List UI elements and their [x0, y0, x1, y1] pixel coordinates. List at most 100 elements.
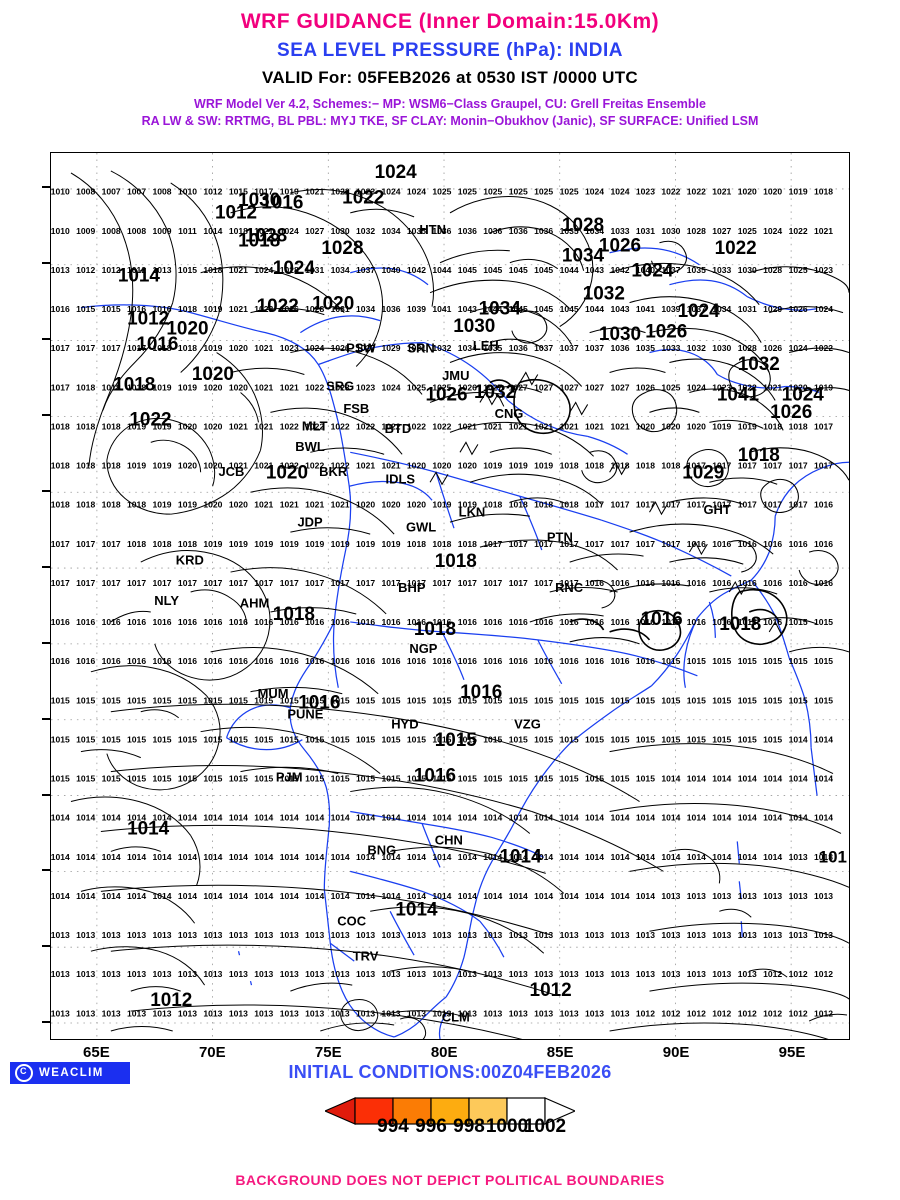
gridpoint-value: 1018 — [102, 461, 121, 471]
gridpoint-value: 1014 — [610, 891, 629, 901]
gridpoint-value: 1027 — [483, 382, 502, 392]
gridpoint-value: 1017 — [661, 500, 680, 510]
latitude-tick-mark — [42, 945, 50, 947]
gridpoint-value: 1022 — [331, 421, 350, 431]
gridpoint-value: 1013 — [636, 969, 655, 979]
gridpoint-value: 1035 — [407, 226, 426, 236]
gridpoint-value: 1017 — [560, 539, 579, 549]
station-label: GWL — [406, 520, 436, 535]
gridpoint-value: 1017 — [152, 578, 171, 588]
gridpoint-value: 1023 — [356, 382, 375, 392]
gridpoint-value: 1030 — [661, 226, 680, 236]
gridpoint-value: 1018 — [560, 461, 579, 471]
gridpoint-value: 1022 — [814, 343, 833, 353]
gridpoint-value: 1014 — [585, 813, 604, 823]
gridpoint-value: 1014 — [331, 813, 350, 823]
gridpoint-value: 1015 — [102, 695, 121, 705]
gridpoint-value: 1015 — [763, 656, 782, 666]
gridpoint-value: 1013 — [305, 930, 324, 940]
gridpoint-value: 1015 — [254, 734, 273, 744]
gridpoint-value: 1014 — [763, 774, 782, 784]
gridpoint-value: 1014 — [331, 852, 350, 862]
gridpoint-value: 1015 — [814, 656, 833, 666]
gridpoint-value: 1015 — [203, 774, 222, 784]
gridpoint-value: 1044 — [585, 304, 604, 314]
gridpoint-value: 1019 — [127, 421, 146, 431]
gridpoint-value: 1015 — [229, 734, 248, 744]
gridpoint-value: 1026 — [789, 304, 808, 314]
gridpoint-value: 1037 — [661, 265, 680, 275]
gridpoint-value: 1018 — [509, 500, 528, 510]
gridpoint-value: 1015 — [636, 734, 655, 744]
gridpoint-value: 1015 — [381, 695, 400, 705]
gridpoint-value: 1039 — [661, 304, 680, 314]
gridpoint-value: 1022 — [305, 382, 324, 392]
gridpoint-value: 1016 — [331, 617, 350, 627]
gridpoint-value: 1015 — [712, 734, 731, 744]
gridpoint-value: 1017 — [331, 578, 350, 588]
gridpoint-value: 1021 — [763, 382, 782, 392]
gridpoint-value: 1016 — [280, 656, 299, 666]
gridpoint-value: 1014 — [178, 891, 197, 901]
isobar-label: 1024 — [375, 162, 418, 183]
latitude-tick-mark — [42, 262, 50, 264]
gridpoint-value: 1021 — [305, 187, 324, 197]
gridpoint-value: 1015 — [585, 734, 604, 744]
gridpoint-value: 1025 — [534, 187, 553, 197]
isobar-label: 1028 — [321, 238, 363, 259]
gridpoint-value: 1020 — [789, 382, 808, 392]
gridpoint-value: 1018 — [661, 461, 680, 471]
gridpoint-value: 1022 — [381, 421, 400, 431]
disclaimer-footer: BACKGROUND DOES NOT DEPICT POLITICAL BOU… — [0, 1172, 900, 1188]
gridpoint-value: 1025 — [407, 382, 426, 392]
gridpoint-value: 1015 — [534, 695, 553, 705]
gridpoint-value: 1021 — [254, 500, 273, 510]
gridpoint-value: 1017 — [712, 461, 731, 471]
gridpoint-value: 1008 — [102, 226, 121, 236]
gridpoint-value: 1014 — [280, 813, 299, 823]
gridpoint-value: 1016 — [407, 617, 426, 627]
gridpoint-value: 1013 — [610, 969, 629, 979]
gridpoint-value: 1019 — [509, 461, 528, 471]
gridpoint-value: 1016 — [305, 656, 324, 666]
gridpoint-value: 1016 — [560, 617, 579, 627]
gridpoint-value: 1016 — [127, 617, 146, 627]
gridpoint-value: 1036 — [509, 226, 528, 236]
gridpoint-value: 1014 — [789, 813, 808, 823]
gridpoint-value: 1013 — [712, 969, 731, 979]
gridpoint-value: 1030 — [738, 265, 757, 275]
gridpoint-value: 1019 — [152, 500, 171, 510]
gridpoint-value: 1013 — [381, 969, 400, 979]
gridpoint-value: 1024 — [763, 226, 782, 236]
gridpoint-value: 1013 — [610, 930, 629, 940]
gridpoint-value: 1013 — [814, 852, 833, 862]
gridpoint-value: 1018 — [51, 461, 70, 471]
gridpoint-value: 1014 — [51, 813, 70, 823]
gridpoint-value: 1014 — [102, 891, 121, 901]
gridpoint-value: 1014 — [305, 813, 324, 823]
gridpoint-value: 1017 — [738, 500, 757, 510]
gridpoint-value: 1021 — [331, 500, 350, 510]
map-plot-area[interactable]: 1012101610141012101610181022102410241028… — [50, 152, 850, 1040]
gridpoint-value: 1034 — [356, 304, 375, 314]
gridpoint-value: 1013 — [687, 969, 706, 979]
gridpoint-value: 1027 — [534, 382, 553, 392]
gridpoint-value: 1034 — [331, 265, 350, 275]
gridpoint-value: 1016 — [789, 539, 808, 549]
gridpoint-value: 1014 — [102, 852, 121, 862]
gridpoint-value: 1018 — [76, 461, 95, 471]
gridpoint-value: 1020 — [432, 461, 451, 471]
gridpoint-value: 1014 — [636, 813, 655, 823]
gridpoint-value: 1017 — [305, 578, 324, 588]
gridpoint-value: 1040 — [636, 265, 655, 275]
gridpoint-value: 1029 — [763, 304, 782, 314]
gridpoint-value: 1021 — [534, 421, 553, 431]
gridpoint-value: 1015 — [152, 774, 171, 784]
gridpoint-value: 1016 — [585, 656, 604, 666]
gridpoint-value: 1020 — [661, 421, 680, 431]
gridpoint-value: 1014 — [305, 891, 324, 901]
gridpoint-value: 1028 — [738, 343, 757, 353]
station-label: AHM — [240, 595, 269, 610]
gridpoint-value: 1017 — [610, 500, 629, 510]
gridpoint-value: 1014 — [203, 852, 222, 862]
